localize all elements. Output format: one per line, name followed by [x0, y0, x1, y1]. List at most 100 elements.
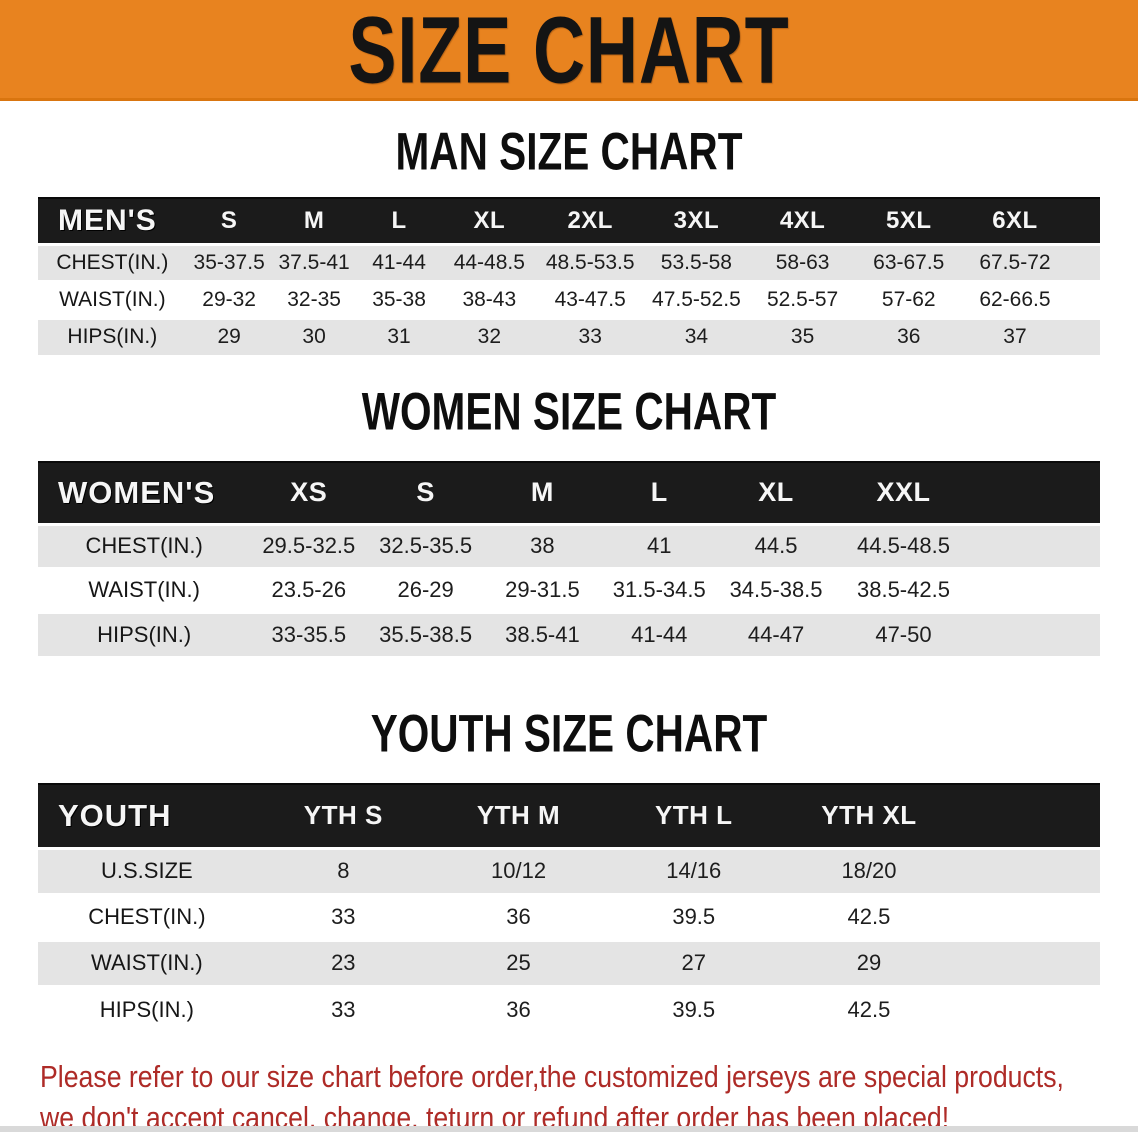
size-value-cell: 62-66.5 — [961, 279, 1069, 318]
filler-cell — [956, 846, 1100, 894]
size-value-cell: 43-47.5 — [537, 279, 644, 318]
size-value-cell: 32 — [441, 316, 538, 355]
size-value-cell: 34 — [643, 316, 750, 355]
size-column-header: 3XL — [643, 197, 750, 244]
table-row: WAIST(IN.) 29-32 32-35 35-38 38-43 43-47.5 47.… — [38, 279, 1100, 318]
size-value-cell: 37 — [961, 316, 1069, 355]
size-value-cell: 35.5-38.5 — [367, 610, 485, 656]
size-column-header: XXL — [834, 461, 973, 524]
row-label: U.S.SIZE — [38, 846, 256, 894]
size-value-cell: 34.5-38.5 — [717, 566, 835, 612]
size-value-cell: 25 — [430, 938, 607, 986]
size-value-cell: 67.5-72 — [961, 242, 1069, 281]
size-value-cell: 33 — [255, 984, 431, 1032]
size-value-cell: 38.5-41 — [484, 610, 601, 656]
size-value-cell: 48.5-53.5 — [537, 242, 644, 281]
men-corner-label: MEN'S — [38, 197, 187, 244]
youth-header-row: YOUTH YTH S YTH M YTH L YTH XL — [38, 783, 1100, 848]
size-column-header: 4XL — [749, 197, 856, 244]
footer-note: Please refer to our size chart before or… — [40, 1056, 1138, 1132]
table-row: HIPS(IN.) 29 30 31 32 33 34 35 36 37 — [38, 316, 1100, 355]
size-column-header: M — [484, 461, 601, 524]
filler-cell — [956, 892, 1100, 940]
filler-cell — [1068, 197, 1100, 244]
size-value-cell: 29-32 — [186, 279, 272, 318]
filler-cell — [972, 461, 1100, 524]
men-table-body: CHEST(IN.) 35-37.5 37.5-41 41-44 44-48.5 48.5… — [38, 242, 1100, 355]
row-label: WAIST(IN.) — [38, 566, 251, 612]
size-value-cell: 47-50 — [834, 610, 973, 656]
filler-cell — [972, 566, 1100, 612]
size-column-header: 6XL — [961, 197, 1069, 244]
size-value-cell: 35-37.5 — [186, 242, 272, 281]
filler-cell — [956, 984, 1100, 1032]
size-value-cell: 27 — [606, 938, 782, 986]
size-value-cell: 29 — [781, 938, 957, 986]
size-column-header: XL — [717, 461, 835, 524]
row-label: HIPS(IN.) — [38, 610, 251, 656]
filler-cell — [956, 938, 1100, 986]
size-value-cell: 35 — [749, 316, 856, 355]
filler-cell — [972, 610, 1100, 656]
size-value-cell: 41-44 — [600, 610, 718, 656]
youth-section-heading: YOUTH SIZE CHART — [370, 704, 768, 764]
size-column-header: S — [186, 197, 272, 244]
filler-cell — [956, 783, 1100, 848]
women-size-table: WOMEN'S XS S M L XL XXL CHEST(IN.) 29.5-32.5 32.… — [38, 461, 1100, 656]
filler-cell — [1068, 242, 1100, 281]
size-value-cell: 41 — [600, 522, 718, 568]
table-row: HIPS(IN.) 33-35.5 35.5-38.5 38.5-41 41-44 44-… — [38, 610, 1100, 656]
size-value-cell: 30 — [271, 316, 357, 355]
row-label: CHEST(IN.) — [38, 522, 251, 568]
size-value-cell: 58-63 — [749, 242, 856, 281]
row-label: CHEST(IN.) — [38, 892, 256, 940]
size-value-cell: 38.5-42.5 — [834, 566, 973, 612]
size-value-cell: 26-29 — [367, 566, 485, 612]
size-value-cell: 14/16 — [606, 846, 782, 894]
filler-cell — [1068, 279, 1100, 318]
men-section-heading: MAN SIZE CHART — [395, 122, 743, 182]
size-column-header: M — [271, 197, 357, 244]
youth-table-body: U.S.SIZE 8 10/12 14/16 18/20 CHEST(IN.) 33 36 39… — [38, 846, 1100, 1032]
size-column-header: S — [367, 461, 485, 524]
women-table-body: CHEST(IN.) 29.5-32.5 32.5-35.5 38 41 44.5 44.5… — [38, 522, 1100, 656]
filler-cell — [1068, 316, 1100, 355]
size-value-cell: 57-62 — [855, 279, 962, 318]
size-value-cell: 52.5-57 — [749, 279, 856, 318]
size-value-cell: 44.5-48.5 — [834, 522, 973, 568]
size-column-header: 2XL — [537, 197, 644, 244]
size-value-cell: 47.5-52.5 — [643, 279, 750, 318]
size-column-header: XS — [250, 461, 368, 524]
size-value-cell: 44-48.5 — [441, 242, 538, 281]
size-value-cell: 36 — [855, 316, 962, 355]
size-value-cell: 38 — [484, 522, 601, 568]
size-value-cell: 44-47 — [717, 610, 835, 656]
table-row: CHEST(IN.) 33 36 39.5 42.5 — [38, 892, 1100, 940]
size-value-cell: 44.5 — [717, 522, 835, 568]
size-value-cell: 37.5-41 — [271, 242, 357, 281]
size-value-cell: 33 — [255, 892, 431, 940]
table-row: WAIST(IN.) 23.5-26 26-29 29-31.5 31.5-34.5 34… — [38, 566, 1100, 612]
size-column-header: L — [356, 197, 442, 244]
size-value-cell: 42.5 — [781, 984, 957, 1032]
size-value-cell: 63-67.5 — [855, 242, 962, 281]
size-column-header: YTH L — [606, 783, 782, 848]
table-row: U.S.SIZE 8 10/12 14/16 18/20 — [38, 846, 1100, 894]
size-value-cell: 39.5 — [606, 984, 782, 1032]
size-value-cell: 53.5-58 — [643, 242, 750, 281]
row-label: HIPS(IN.) — [38, 984, 256, 1032]
size-column-header: YTH XL — [781, 783, 957, 848]
size-value-cell: 10/12 — [430, 846, 607, 894]
size-value-cell: 8 — [255, 846, 431, 894]
banner: SIZE CHART — [0, 0, 1138, 102]
women-section-heading: WOMEN SIZE CHART — [361, 382, 777, 442]
table-row: CHEST(IN.) 29.5-32.5 32.5-35.5 38 41 44.5 44.5… — [38, 522, 1100, 568]
size-value-cell: 31 — [356, 316, 442, 355]
size-value-cell: 36 — [430, 984, 607, 1032]
size-value-cell: 33 — [537, 316, 644, 355]
table-row: HIPS(IN.) 33 36 39.5 42.5 — [38, 984, 1100, 1032]
row-label: WAIST(IN.) — [38, 938, 256, 986]
size-value-cell: 42.5 — [781, 892, 957, 940]
youth-corner-label: YOUTH — [38, 783, 256, 848]
size-value-cell: 29 — [186, 316, 272, 355]
